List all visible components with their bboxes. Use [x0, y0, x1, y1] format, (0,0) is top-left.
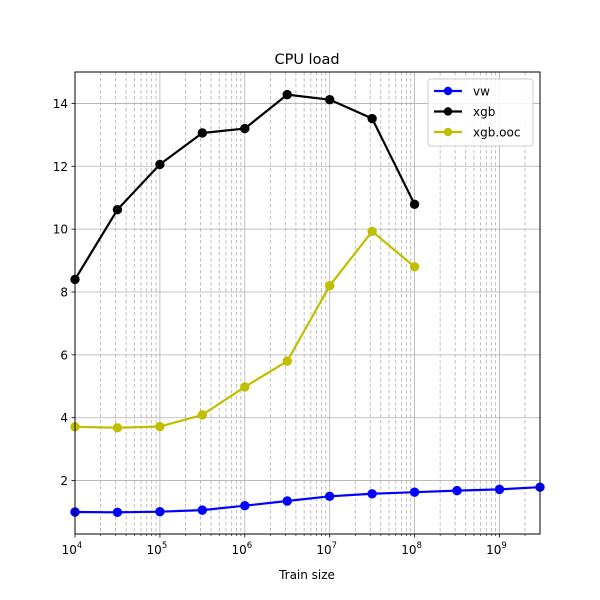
axis-ticks: 2 4 6 8 10 12 14 104 105 106 107 108 109	[53, 97, 526, 557]
x-tick-label: 104	[62, 541, 83, 557]
legend-entry-xgb: xgb	[434, 105, 495, 119]
data-point-xgb-ooc	[240, 382, 250, 392]
data-point-xgb	[409, 199, 420, 210]
legend-entry-vw: vw	[434, 85, 490, 99]
data-point-vw	[240, 501, 250, 511]
legend: vw xgb xgb.ooc	[427, 78, 534, 147]
x-tick-label: 105	[147, 541, 168, 557]
legend-entry-xgb-ooc: xgb.ooc	[434, 126, 520, 140]
data-point-vw	[324, 491, 335, 501]
data-point-xgb	[240, 123, 250, 134]
chart-title: CPU load	[274, 52, 339, 68]
legend-marker	[443, 127, 453, 137]
y-tick-label: 12	[53, 160, 68, 174]
series-layer	[70, 89, 545, 518]
x-tick-label: 108	[401, 541, 422, 557]
x-axis-label: Train size	[278, 568, 335, 582]
data-point-xgb-ooc	[155, 421, 165, 432]
legend-box	[427, 78, 534, 147]
data-point-vw	[112, 507, 123, 518]
y-tick-label: 14	[53, 97, 68, 111]
y-tick-label: 8	[60, 286, 68, 300]
y-tick-label: 6	[60, 348, 68, 362]
legend-marker	[443, 86, 453, 96]
data-point-xgb	[282, 89, 292, 100]
data-point-xgb-ooc	[197, 410, 208, 420]
data-point-vw	[282, 496, 292, 506]
data-point-xgb-ooc	[112, 423, 123, 433]
data-point-vw	[494, 484, 505, 495]
series-xgb-ooc	[70, 226, 420, 433]
data-point-xgb	[367, 113, 377, 124]
data-point-vw	[409, 487, 420, 497]
legend-label: vw	[473, 85, 490, 99]
y-tick-label: 4	[60, 411, 68, 425]
x-tick-label: 106	[231, 541, 252, 557]
data-point-xgb	[324, 94, 335, 105]
x-tick-label: 109	[486, 541, 507, 557]
data-point-xgb	[197, 128, 208, 138]
data-point-vw	[155, 506, 165, 517]
x-tick-label: 107	[316, 541, 337, 557]
data-point-vw	[367, 489, 377, 499]
data-point-xgb	[112, 204, 123, 215]
legend-marker	[443, 107, 453, 116]
y-tick-label: 10	[53, 223, 68, 237]
plot-frame	[74, 71, 541, 535]
data-point-xgb-ooc	[367, 226, 377, 237]
series-line-vw	[74, 486, 541, 514]
data-point-xgb-ooc	[282, 356, 292, 366]
data-point-xgb	[155, 159, 165, 170]
series-xgb	[70, 89, 420, 285]
data-point-xgb-ooc	[409, 262, 420, 272]
data-point-xgb-ooc	[324, 281, 335, 291]
y-tick-label: 2	[60, 474, 68, 488]
legend-label: xgb	[473, 105, 495, 119]
data-point-vw	[197, 505, 208, 515]
data-point-vw	[452, 485, 462, 496]
legend-label: xgb.ooc	[473, 126, 520, 140]
